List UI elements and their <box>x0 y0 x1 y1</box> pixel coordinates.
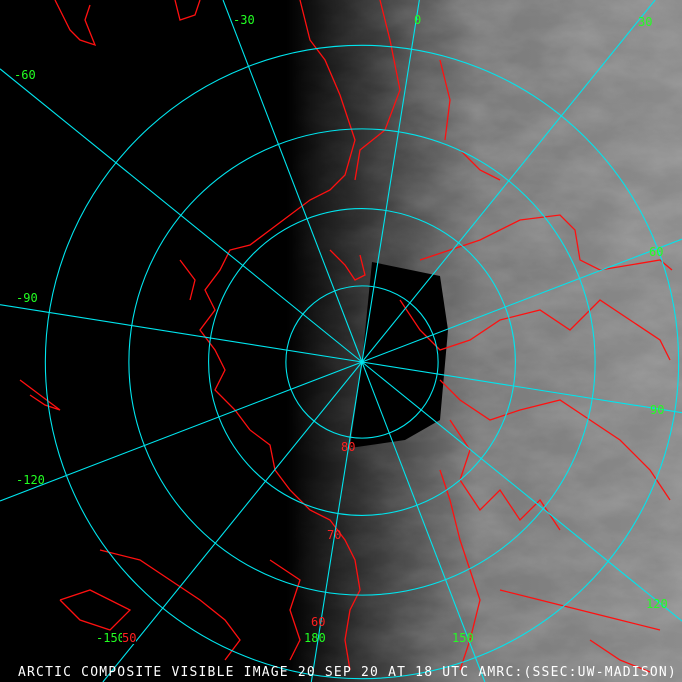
meridian--60 <box>0 68 363 363</box>
parallel-80 <box>285 285 439 439</box>
lon-label-90: 90 <box>650 403 665 417</box>
meridian-120 <box>361 361 682 622</box>
parallel-50 <box>44 44 680 680</box>
meridian--90 <box>0 304 363 363</box>
polar-gap <box>350 262 448 448</box>
parallel-60 <box>128 128 596 596</box>
lon-label-minus-90: -90 <box>16 291 38 305</box>
parallel-70 <box>208 208 516 516</box>
meridian-0 <box>361 0 420 363</box>
meridian--150 <box>102 361 363 682</box>
lon-label-150: 150 <box>452 631 474 645</box>
meridian-90 <box>361 361 682 414</box>
image-caption: ARCTIC COMPOSITE VISIBLE IMAGE 20 SEP 20… <box>18 665 677 680</box>
lon-label-minus-120: -120 <box>16 473 45 487</box>
lon-label-0: 0 <box>414 13 422 27</box>
lon-label-30: 30 <box>638 15 653 29</box>
meridian-150 <box>361 361 486 682</box>
coastlines <box>19 0 673 673</box>
lon-label-minus-60: -60 <box>14 68 36 82</box>
lon-label-180: 180 <box>304 631 326 645</box>
meridian--30 <box>222 0 363 363</box>
lat-label-60: 60 <box>311 615 326 629</box>
meridian--120 <box>0 361 363 502</box>
lon-label-minus-30: -30 <box>233 13 255 27</box>
lon-label-120: 120 <box>646 597 668 611</box>
lat-label-80: 80 <box>341 440 356 454</box>
meridian-60 <box>361 238 682 363</box>
meridian-180 <box>310 361 363 682</box>
lon-label-60: 60 <box>649 245 664 259</box>
meridian-30 <box>361 0 656 363</box>
lat-label-70: 70 <box>327 528 342 542</box>
lon-label-minus-150: -150 <box>96 631 125 645</box>
lat-label-50: 50 <box>122 631 137 645</box>
